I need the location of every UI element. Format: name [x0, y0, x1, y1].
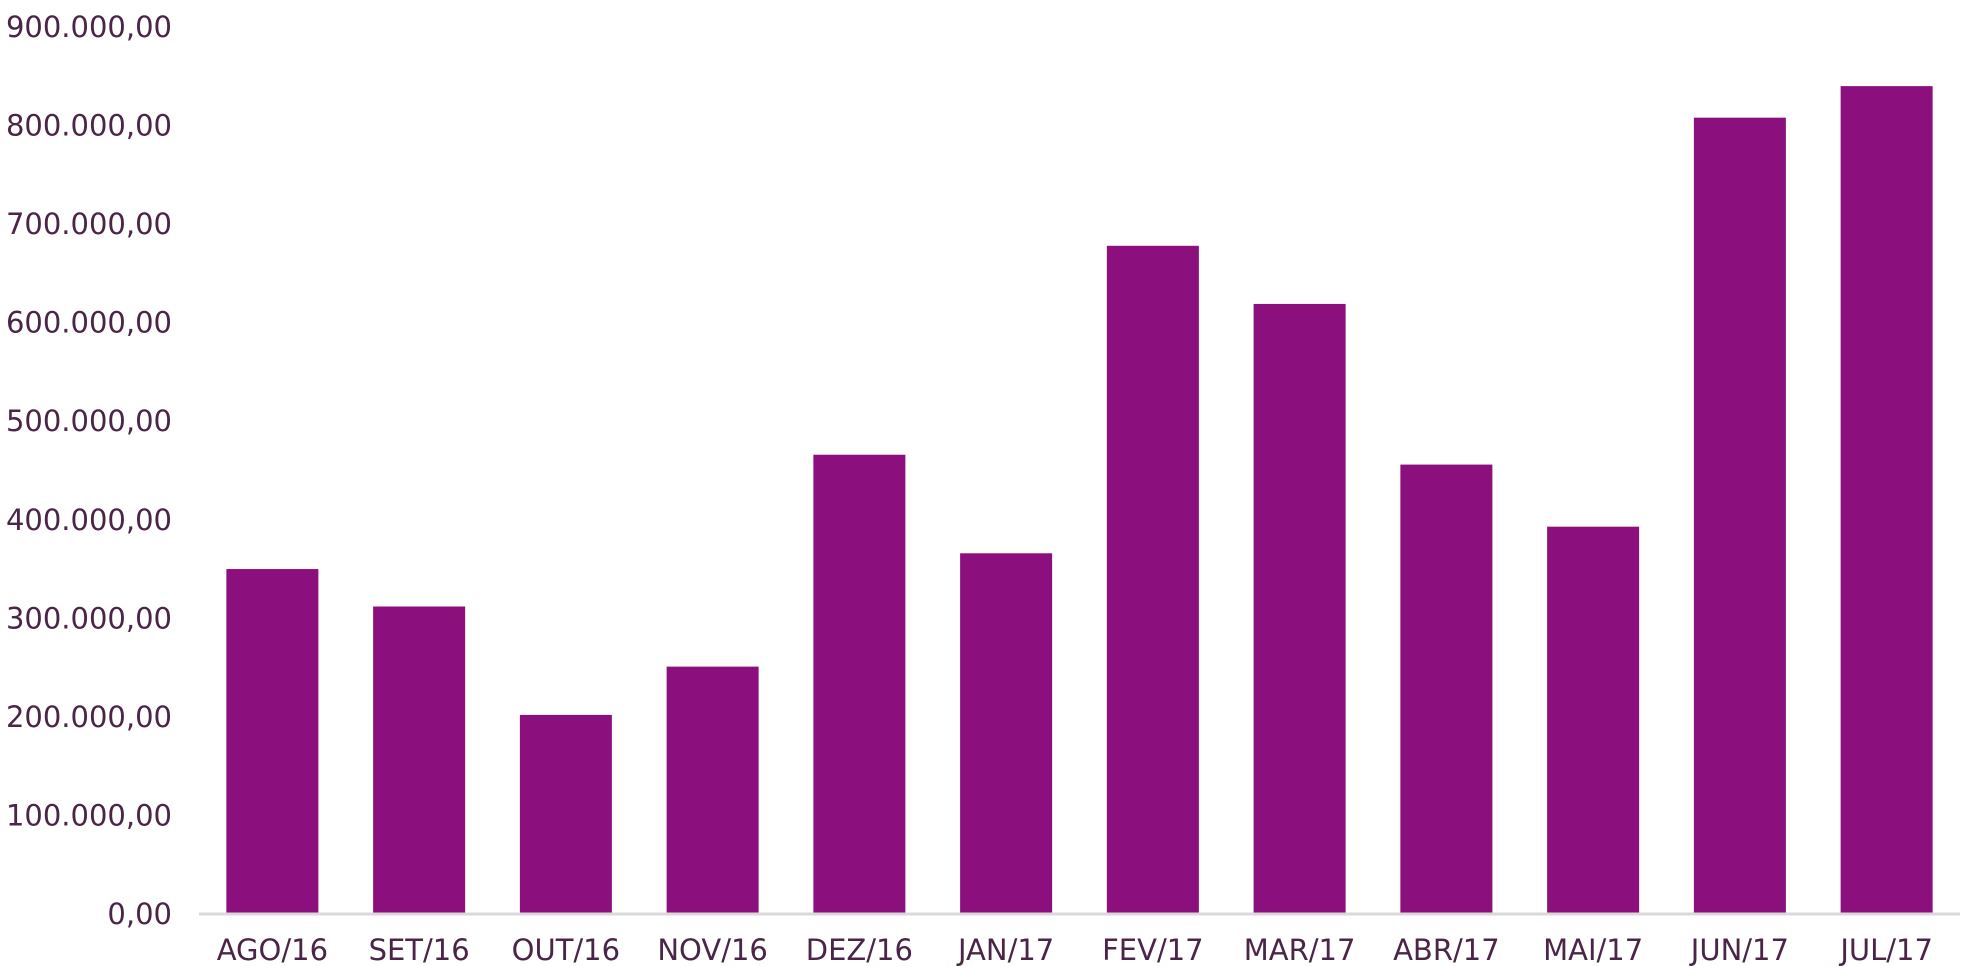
x-axis-labels: AGO/16 SET/16 OUT/16 NOV/16 DEZ/16 JAN/17 FEV/… — [217, 933, 1933, 966]
y-tick-label: 400.000,00 — [6, 503, 172, 537]
y-axis-labels: 0,00 100.000,00 200.000,00 300.000,00 400.00… — [6, 10, 172, 931]
y-tick-label: 200.000,00 — [6, 700, 172, 734]
x-tick-label: ABR/17 — [1393, 933, 1500, 966]
x-tick-label: JUN/17 — [1689, 933, 1789, 966]
x-tick-label: DEZ/16 — [806, 933, 913, 966]
x-tick-label: NOV/16 — [657, 933, 768, 966]
y-tick-label: 600.000,00 — [6, 306, 172, 340]
y-tick-label: 900.000,00 — [6, 10, 172, 44]
bar-nov-16 — [666, 666, 759, 914]
x-tick-label: FEV/17 — [1102, 933, 1204, 966]
x-tick-label: JUL/17 — [1838, 933, 1933, 966]
bar-set-16 — [373, 606, 466, 914]
bar-jan-17 — [960, 553, 1053, 914]
bar-dez-16 — [813, 454, 906, 914]
bar-ago-16 — [226, 569, 319, 914]
y-tick-label: 500.000,00 — [6, 404, 172, 438]
x-tick-label: MAI/17 — [1543, 933, 1643, 966]
bar-out-16 — [519, 714, 612, 914]
bars — [226, 86, 1933, 915]
x-tick-label: MAR/17 — [1244, 933, 1356, 966]
y-tick-label: 0,00 — [107, 897, 172, 931]
y-tick-label: 700.000,00 — [6, 207, 172, 241]
bar-mai-17 — [1547, 526, 1640, 914]
bar-mar-17 — [1253, 303, 1346, 914]
bar-jul-17 — [1840, 86, 1933, 915]
bar-fev-17 — [1106, 245, 1199, 914]
bar-jun-17 — [1693, 117, 1786, 914]
bar-abr-17 — [1400, 464, 1493, 914]
x-tick-label: OUT/16 — [512, 933, 620, 966]
x-tick-label: AGO/16 — [217, 933, 328, 966]
y-tick-label: 300.000,00 — [6, 601, 172, 635]
y-tick-label: 100.000,00 — [6, 798, 172, 832]
y-tick-label: 800.000,00 — [6, 109, 172, 143]
x-tick-label: SET/16 — [369, 933, 470, 966]
x-tick-label: JAN/17 — [956, 933, 1054, 966]
